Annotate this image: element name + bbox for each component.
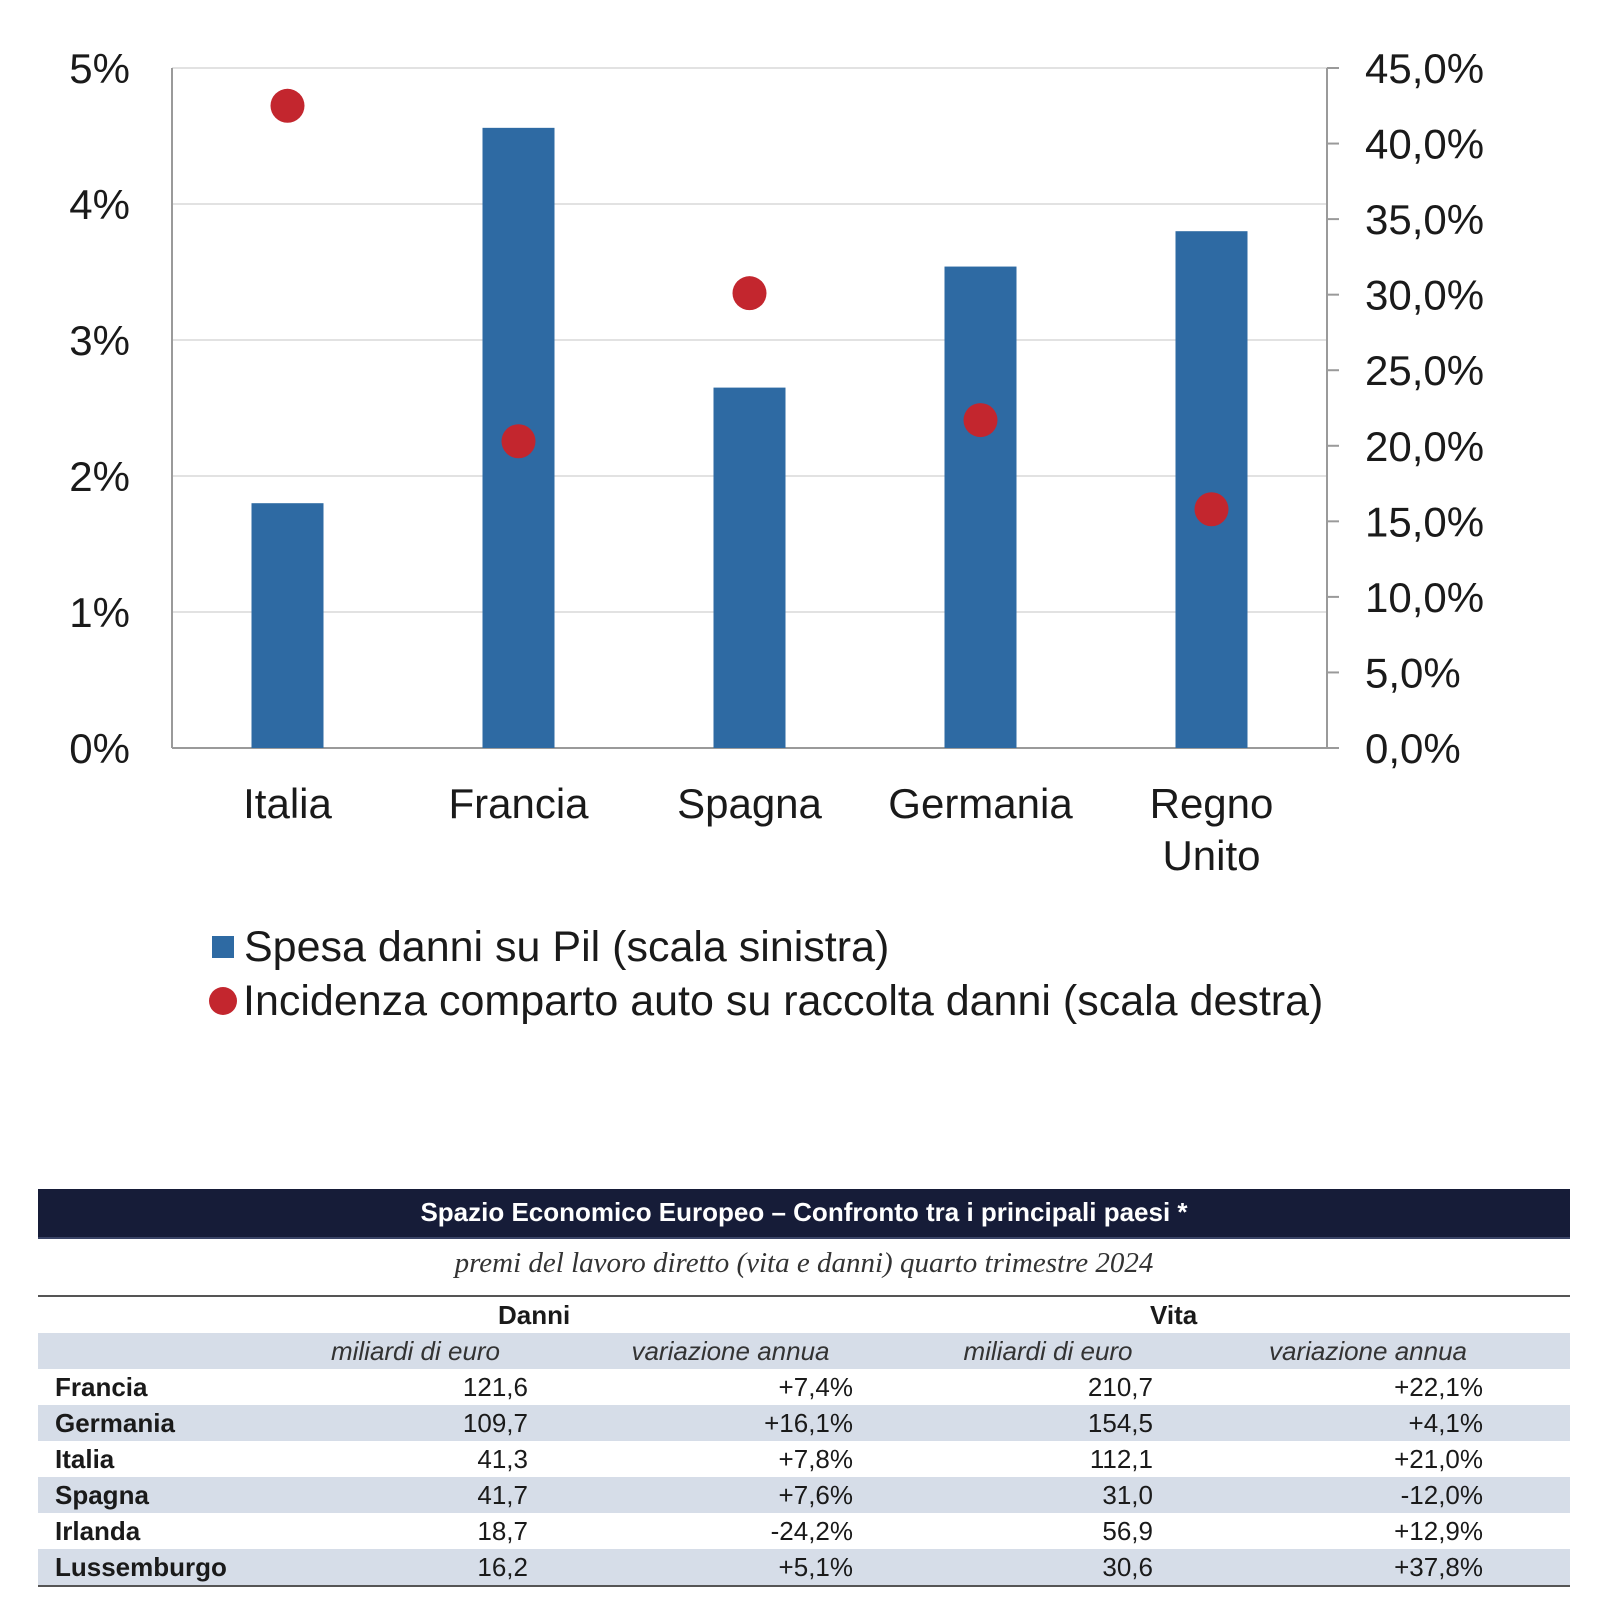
scatter-point bbox=[963, 403, 998, 438]
country-cell: Francia bbox=[55, 1372, 148, 1402]
y-left-tick-label: 3% bbox=[69, 317, 130, 364]
x-tick-label: Germania bbox=[888, 780, 1073, 827]
y-left-tick-label: 2% bbox=[69, 453, 130, 500]
scatter-point bbox=[1194, 492, 1229, 527]
vita-var-cell: +4,1% bbox=[1408, 1408, 1483, 1438]
country-cell: Irlanda bbox=[55, 1516, 141, 1546]
y-right-tick-label: 25,0% bbox=[1365, 347, 1484, 394]
unit-danni-var: variazione annua bbox=[631, 1336, 830, 1366]
danni-var-cell: +16,1% bbox=[764, 1408, 853, 1438]
table-row: Lussemburgo 16,2 +5,1% 30,6 +37,8% bbox=[38, 1549, 1570, 1585]
legend-item-bars: Spesa danni su Pil (scala sinistra) bbox=[212, 920, 1323, 974]
x-tick-label: Regno bbox=[1150, 780, 1274, 827]
comparison-table: Spazio Economico Europeo – Confronto tra… bbox=[38, 1189, 1570, 1587]
country-cell: Germania bbox=[55, 1408, 175, 1438]
legend-bar-swatch bbox=[212, 936, 234, 958]
y-left-tick-label: 4% bbox=[69, 181, 130, 228]
unit-vita-mld: miliardi di euro bbox=[963, 1336, 1133, 1366]
group-vita: Vita bbox=[1150, 1300, 1198, 1330]
country-cell: Lussemburgo bbox=[55, 1552, 227, 1582]
danni-mld-cell: 109,7 bbox=[462, 1408, 528, 1438]
scatter-point bbox=[732, 276, 767, 311]
y-right-tick-label: 45,0% bbox=[1365, 45, 1484, 92]
bar bbox=[1175, 231, 1248, 748]
legend-label-bars: Spesa danni su Pil (scala sinistra) bbox=[244, 923, 890, 971]
group-danni: Danni bbox=[498, 1300, 571, 1330]
y-right-tick-label: 20,0% bbox=[1365, 423, 1484, 470]
table-group-header: Danni Vita bbox=[38, 1297, 1570, 1333]
danni-var-cell: +5,1% bbox=[778, 1552, 853, 1582]
vita-mld-cell: 56,9 bbox=[1102, 1516, 1153, 1546]
legend-item-dots: Incidenza comparto auto su raccolta dann… bbox=[209, 974, 1324, 1028]
y-left-tick-label: 0% bbox=[69, 725, 130, 772]
y-right-tick-label: 10,0% bbox=[1365, 574, 1484, 621]
country-cell: Italia bbox=[55, 1444, 115, 1474]
vita-mld-cell: 210,7 bbox=[1087, 1372, 1153, 1402]
danni-mld-cell: 41,7 bbox=[477, 1480, 528, 1510]
x-tick-label: Unito bbox=[1162, 832, 1260, 879]
y-left-tick-label: 1% bbox=[69, 589, 130, 636]
table-title: Spazio Economico Europeo – Confronto tra… bbox=[38, 1189, 1570, 1239]
danni-mld-cell: 41,3 bbox=[477, 1444, 528, 1474]
y-right-tick-label: 35,0% bbox=[1365, 196, 1484, 243]
chart-plot: 0% 1% 2% 3% 4% 5% 0,0% 5,0% 10,0% 15,0% 20,0% 25,0%… bbox=[69, 45, 1484, 879]
vita-var-cell: +22,1% bbox=[1394, 1372, 1483, 1402]
danni-mld-cell: 16,2 bbox=[477, 1552, 528, 1582]
vita-var-cell: -12,0% bbox=[1400, 1480, 1483, 1510]
vita-mld-cell: 154,5 bbox=[1087, 1408, 1153, 1438]
combo-chart: 0% 1% 2% 3% 4% 5% 0,0% 5,0% 10,0% 15,0% 20,0% 25,0%… bbox=[69, 45, 1484, 1028]
scatter-point bbox=[501, 424, 536, 459]
danni-mld-cell: 18,7 bbox=[477, 1516, 528, 1546]
bar bbox=[713, 387, 786, 748]
y-right-tick-label: 40,0% bbox=[1365, 121, 1484, 168]
y-right-tick-label: 0,0% bbox=[1365, 725, 1461, 772]
unit-vita-var: variazione annua bbox=[1268, 1336, 1468, 1366]
unit-danni-mld: miliardi di euro bbox=[330, 1336, 501, 1366]
x-tick-label: Spagna bbox=[677, 780, 822, 827]
danni-var-cell: +7,6% bbox=[778, 1480, 853, 1510]
y-right-tick-label: 30,0% bbox=[1365, 272, 1484, 319]
x-tick-label: Francia bbox=[448, 780, 589, 827]
vita-mld-cell: 30,6 bbox=[1102, 1552, 1153, 1582]
vita-var-cell: +21,0% bbox=[1394, 1444, 1483, 1474]
danni-var-cell: -24,2% bbox=[770, 1516, 853, 1546]
danni-var-cell: +7,4% bbox=[778, 1372, 853, 1402]
danni-var-cell: +7,8% bbox=[778, 1444, 853, 1474]
x-tick-label: Italia bbox=[243, 780, 332, 827]
chart-legend: Spesa danni su Pil (scala sinistra) Inci… bbox=[209, 920, 1324, 1028]
bar bbox=[944, 266, 1017, 748]
country-cell: Spagna bbox=[55, 1480, 149, 1510]
danni-mld-cell: 121,6 bbox=[462, 1372, 528, 1402]
table-subtitle: premi del lavoro diretto (vita e danni) … bbox=[38, 1239, 1570, 1297]
table-row: Francia 121,6 +7,4% 210,7 +22,1% bbox=[38, 1369, 1570, 1405]
table-units-row: miliardi di euro variazione annua miliar… bbox=[38, 1333, 1570, 1369]
y-left-tick-label: 5% bbox=[69, 45, 130, 92]
scatter-point bbox=[270, 88, 305, 123]
table-row: Spagna 41,7 +7,6% 31,0 -12,0% bbox=[38, 1477, 1570, 1513]
vita-mld-cell: 31,0 bbox=[1102, 1480, 1153, 1510]
table-row: Italia 41,3 +7,8% 112,1 +21,0% bbox=[38, 1441, 1570, 1477]
vita-var-cell: +37,8% bbox=[1394, 1552, 1483, 1582]
table-row: Irlanda 18,7 -24,2% 56,9 +12,9% bbox=[38, 1513, 1570, 1549]
y-right-tick-label: 5,0% bbox=[1365, 649, 1461, 696]
vita-mld-cell: 112,1 bbox=[1089, 1444, 1153, 1474]
table-body: Francia 121,6 +7,4% 210,7 +22,1% Germania 109,… bbox=[38, 1369, 1570, 1587]
y-right-tick-label: 15,0% bbox=[1365, 498, 1484, 545]
bar bbox=[251, 503, 324, 748]
vita-var-cell: +12,9% bbox=[1394, 1516, 1483, 1546]
legend-label-dots: Incidenza comparto auto su raccolta dann… bbox=[243, 977, 1324, 1025]
legend-dot-swatch bbox=[209, 987, 237, 1015]
table-row: Germania 109,7 +16,1% 154,5 +4,1% bbox=[38, 1405, 1570, 1441]
